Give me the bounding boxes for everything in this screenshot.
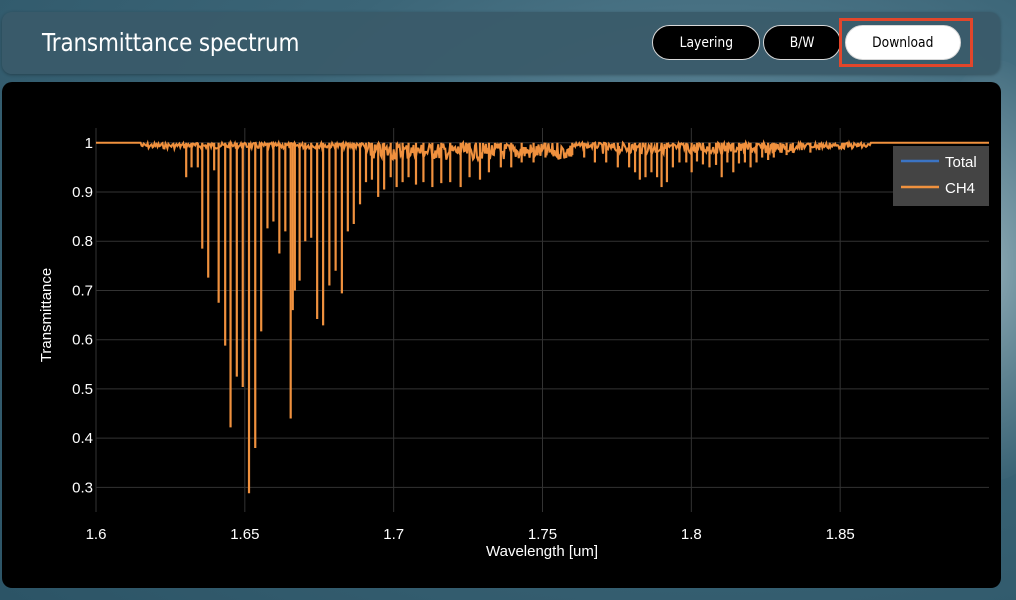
legend-ch4-label: CH4 [945,180,975,197]
series-ch4 [96,139,989,494]
y-tick-labels: 0.3 0.4 0.5 0.6 0.7 0.8 0.9 1 [72,135,93,497]
x-tick-label: 1.8 [681,526,702,543]
transmittance-chart[interactable]: 1.6 1.65 1.7 1.75 1.8 1.85 0.3 0.4 0.5 0.6 0.7 0.8… [2,82,1001,588]
legend[interactable]: Total CH4 [893,146,989,206]
y-tick-label: 0.7 [72,282,93,299]
bw-button[interactable]: B/W [763,25,841,60]
y-tick-label: 0.4 [72,430,93,447]
y-tick-label: 0.9 [72,184,93,201]
legend-background [893,146,989,206]
x-tick-label: 1.75 [528,526,557,543]
y-tick-label: 0.8 [72,233,93,250]
spectrum-header: Transmittance spectrum Layering B/W Down… [2,12,1000,74]
page-title: Transmittance spectrum [42,28,300,57]
download-button[interactable]: Download [845,25,961,60]
chart-panel: 1.6 1.65 1.7 1.75 1.8 1.85 0.3 0.4 0.5 0.6 0.7 0.8… [2,82,1001,588]
y-tick-label: 0.6 [72,332,93,349]
x-axis-label: Wavelength [um] [486,543,598,560]
x-tick-label: 1.65 [230,526,259,543]
bw-button-label: B/W [789,34,815,51]
y-tick-label: 0.3 [72,479,93,496]
layering-button[interactable]: Layering [652,25,760,60]
y-tick-label: 0.5 [72,381,93,398]
y-tick-label: 1 [85,135,93,152]
ch4-baseline-noise [96,139,989,163]
x-tick-labels: 1.6 1.65 1.7 1.75 1.8 1.85 [86,526,855,543]
x-tick-label: 1.85 [826,526,855,543]
legend-total-label: Total [945,154,977,171]
y-axis-label: Transmittance [38,268,55,362]
layering-button-label: Layering [679,34,733,51]
x-tick-label: 1.7 [383,526,404,543]
download-button-label: Download [872,34,934,51]
x-tick-label: 1.6 [86,526,107,543]
